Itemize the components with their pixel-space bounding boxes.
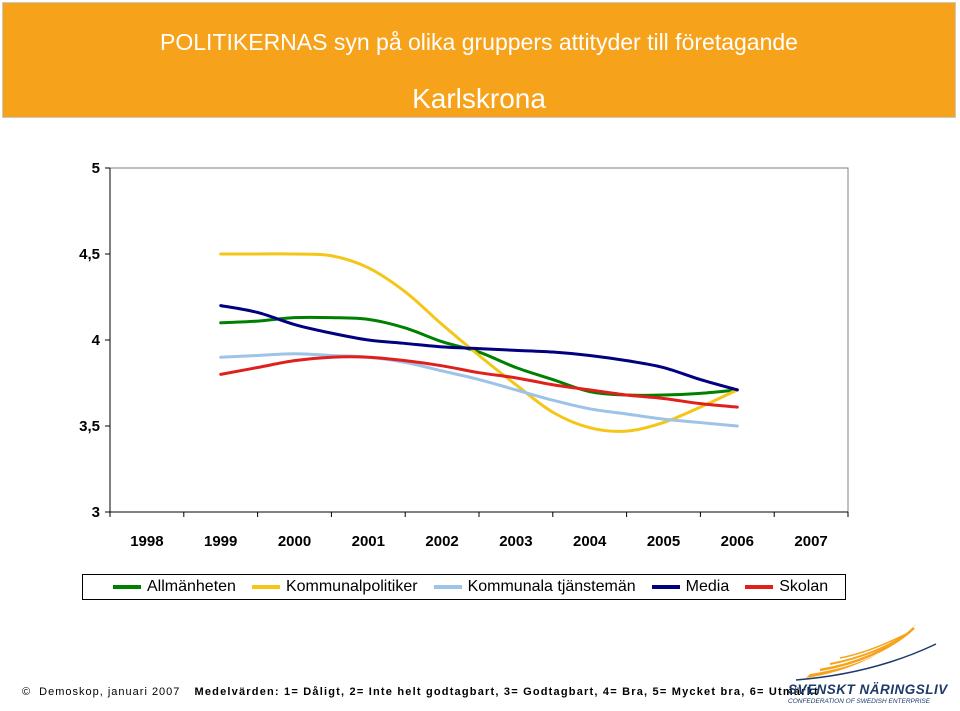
legend-swatch (745, 585, 774, 589)
x-tick-label: 2001 (352, 533, 385, 550)
footer: © Demoskop, januari 2007 Medelvärden: 1=… (22, 686, 819, 698)
logo-tagline: CONFEDERATION OF SWEDISH ENTERPRISE (788, 698, 931, 705)
legend-item: Kommunalpolitiker (251, 578, 418, 596)
x-tick-label: 1999 (204, 533, 237, 550)
logo-wing-icon (795, 622, 937, 681)
scale-note: Medelvärden: 1= Dåligt, 2= Inte helt god… (194, 686, 819, 698)
title-banner: POLITIKERNAS syn på olika gruppers attit… (2, 2, 956, 118)
legend-label: Kommunala tjänstemän (467, 578, 636, 595)
legend-item: Media (651, 578, 730, 596)
chart-legend: Allmänheten Kommunalpolitiker Kommunala tj… (82, 574, 846, 600)
legend-item: Skolan (745, 578, 828, 596)
x-tick-label: 2003 (499, 533, 532, 550)
y-tick-label: 3 (92, 504, 100, 521)
copyright-symbol: © (22, 686, 32, 698)
x-tick-label: 2005 (647, 533, 680, 550)
legend-label: Skolan (779, 578, 829, 595)
y-tick-label: 4 (92, 332, 101, 349)
legend-label: Allmänheten (147, 578, 236, 595)
series-line-skolan (219, 355, 739, 409)
legend-swatch (113, 585, 141, 589)
plot-frame (109, 167, 849, 513)
x-tick-label: 2002 (425, 533, 458, 550)
series-line-media (219, 304, 739, 392)
plot-area: 3 3,5 4 4,5 5 1998 1999 2000 2001 2002 2003 2004 200… (79, 160, 849, 550)
source-note: Demoskop, januari 2007 (39, 686, 181, 698)
x-tick-label: 2004 (573, 533, 607, 550)
chart-subtitle: Karlskrona (412, 83, 546, 114)
logo-name: SVENSKT NÄRINGSLIV (788, 682, 948, 697)
x-tick-label: 2000 (278, 533, 311, 550)
legend-item: Kommunala tjänstemän (433, 578, 636, 596)
y-tick-label: 3,5 (79, 418, 100, 435)
legend-item: Allmänheten (113, 578, 236, 596)
series-line-kommunalpolitiker (219, 252, 739, 433)
x-tick-label: 2006 (721, 533, 754, 550)
svenskt-naringsliv-logo: SVENSKT NÄRINGSLIV CONFEDERATION OF SWED… (786, 620, 956, 710)
series-line-kommunala-tj-nstem-n (219, 352, 739, 428)
y-tick-label: 4,5 (79, 246, 100, 263)
legend-label: Kommunalpolitiker (285, 578, 418, 595)
legend-swatch (251, 585, 280, 589)
x-tick-label: 2007 (794, 533, 827, 550)
series-line-allm-nheten (219, 315, 739, 397)
chart-title: POLITIKERNAS syn på olika gruppers attit… (160, 29, 798, 55)
y-tick-label: 5 (92, 160, 100, 177)
legend-label: Media (685, 578, 730, 595)
legend-swatch (433, 585, 462, 589)
x-tick-label: 1998 (130, 533, 163, 550)
legend-swatch (651, 585, 680, 589)
